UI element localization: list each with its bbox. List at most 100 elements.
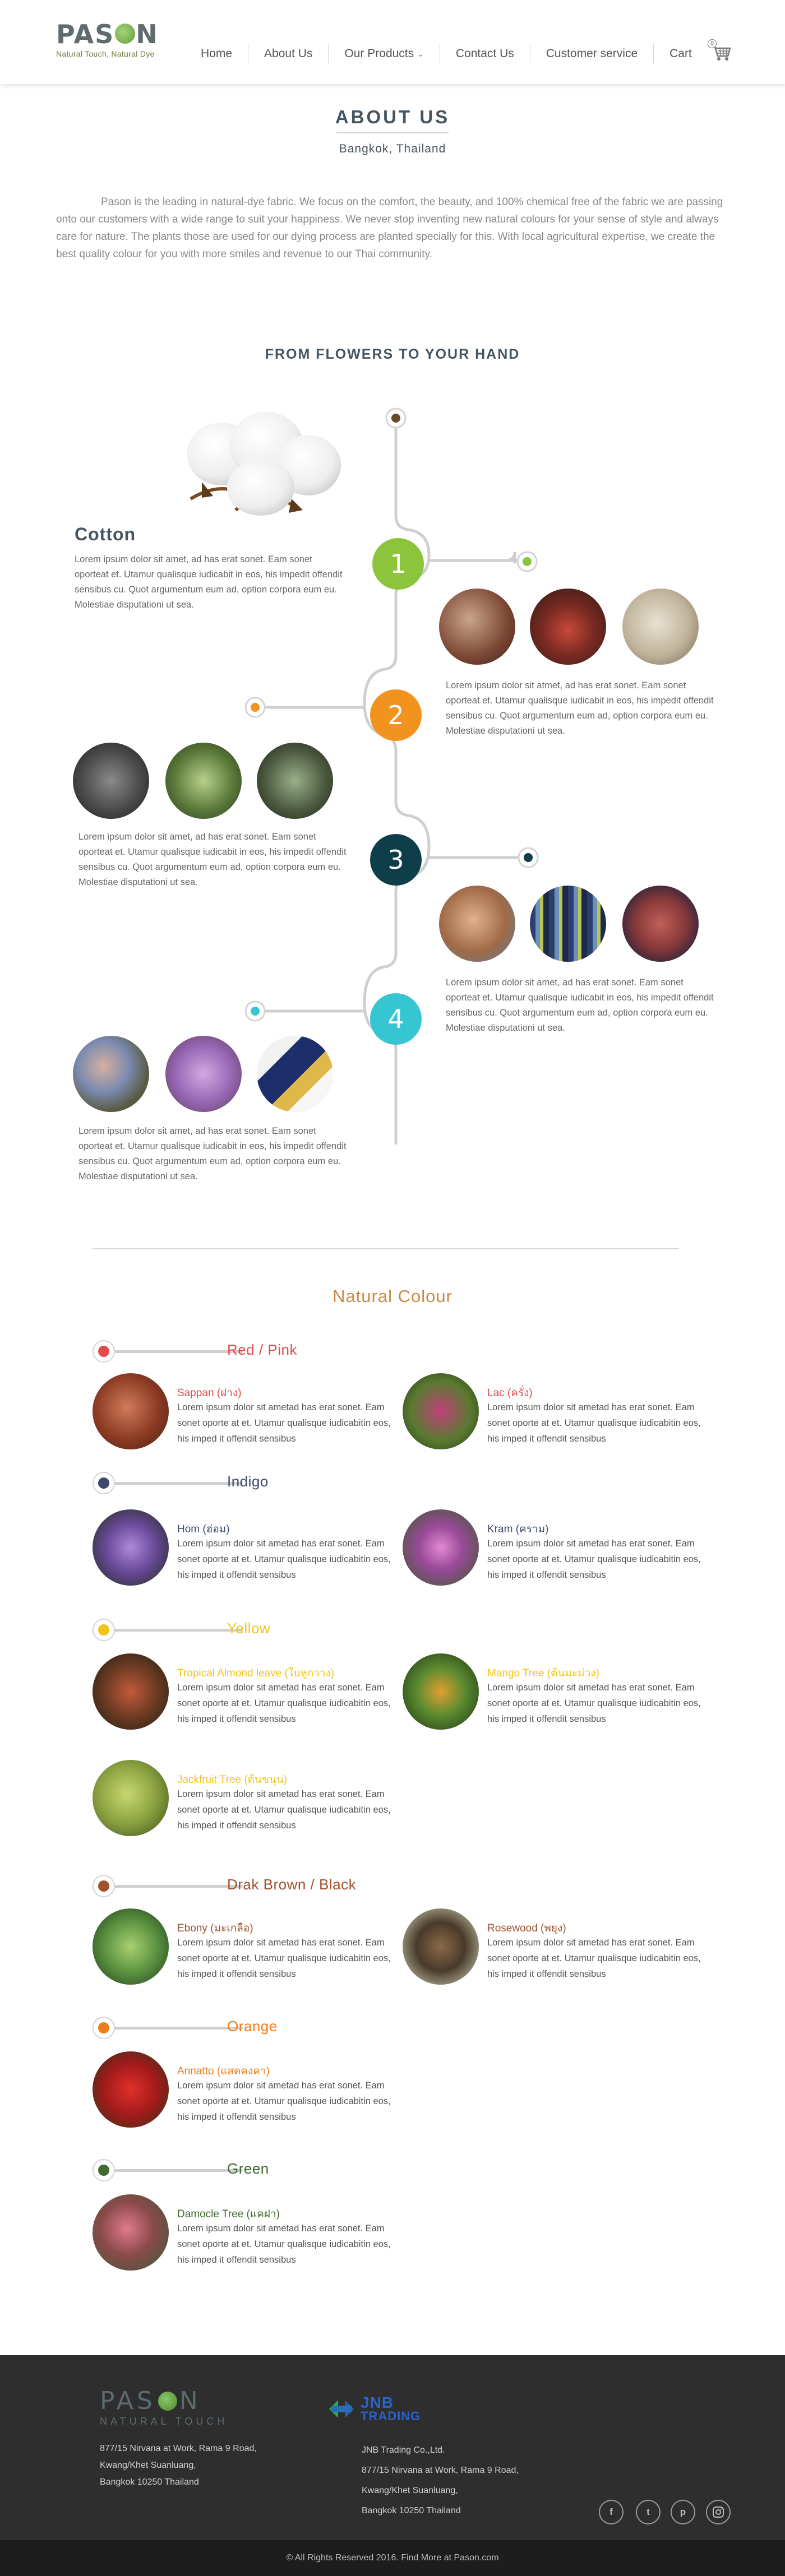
pinterest-icon[interactable]: p	[671, 2500, 695, 2524]
step-4-badge: 4	[370, 993, 422, 1045]
plant-kram: Kram (คราม) Lorem ipsum dolor sit ametad…	[403, 1509, 705, 1588]
plant-mango-tree: Mango Tree (ต้นมะม่วง) Lorem ipsum dolor…	[403, 1653, 705, 1732]
rosewood-photo	[403, 1908, 479, 1985]
plant-description: Lorem ipsum dolor sit ametad has erat so…	[487, 1402, 701, 1444]
pason-logo[interactable]: PAS N Natural Touch, Natural Dye	[56, 21, 168, 66]
jnb-wordmark: JNB TRADING	[361, 2394, 421, 2423]
damocle-photo	[93, 2194, 169, 2271]
footer-company-info: JNB Trading Co.,Ltd. 877/15 Nirvana at W…	[362, 2440, 519, 2521]
plant-damocle-tree: Damocle Tree (แคฝา) Lorem ipsum dolor si…	[93, 2194, 395, 2273]
lac-photo	[403, 1373, 479, 1449]
leaf-globe-icon	[158, 2392, 177, 2411]
plant-name: Annatto (แสดคงคา)	[177, 2065, 270, 2077]
weaving-photo	[530, 589, 606, 665]
site-header: PAS N Natural Touch, Natural Dye Home Abo…	[0, 0, 785, 84]
jnb-trading-logo[interactable]: JNB TRADING	[327, 2392, 421, 2426]
plant-lac: Lac (ครั่ง) Lorem ipsum dolor sit ametad…	[403, 1373, 705, 1452]
red-dot-icon	[93, 1340, 115, 1363]
dye-pot-photo	[73, 743, 149, 819]
category-line	[114, 1629, 243, 1632]
section-divider	[93, 1248, 679, 1249]
plant-description: Lorem ipsum dolor sit ametad has erat so…	[177, 1683, 391, 1724]
nav-cart[interactable]: Cart	[669, 47, 692, 60]
address-line: Bangkok 10250 Thailand	[100, 2477, 199, 2487]
about-title: ABOUT US	[335, 106, 450, 127]
facebook-icon[interactable]: f	[599, 2500, 624, 2524]
plant-description: Lorem ipsum dolor sit ametad has erat so…	[487, 1539, 701, 1580]
plant-name: Ebony (มะเกลือ)	[177, 1922, 253, 1934]
nav-our-products[interactable]: Our Products ⌄	[329, 44, 440, 63]
category-line	[114, 1482, 243, 1485]
step-3-description: Lorem ipsum dolor sit amet, ad has erat …	[78, 832, 347, 887]
process-title: FROM FLOWERS TO YOUR HAND	[265, 346, 520, 362]
green-dot-icon	[93, 2159, 115, 2181]
step-4-description: Lorem ipsum dolor sit amet, ad has erat …	[446, 977, 714, 1033]
about-paragraph: Pason is the leading in natural-dye fabr…	[56, 196, 723, 260]
title-underline	[336, 132, 449, 133]
jnb-mark-icon	[329, 2400, 354, 2418]
plant-description: Lorem ipsum dolor sit ametad has erat so…	[177, 1938, 391, 1979]
cotton-flower-image	[187, 412, 341, 516]
instagram-icon[interactable]	[706, 2500, 731, 2524]
nav-about-us[interactable]: About Us	[248, 44, 329, 63]
process-timeline	[244, 407, 539, 1145]
mango-photo	[403, 1653, 479, 1730]
natural-colour-title: Natural Colour	[333, 1286, 452, 1306]
final-description: Lorem ipsum dolor sit amet, ad has erat …	[78, 1126, 347, 1182]
plant-description: Lorem ipsum dolor sit ametad has erat so…	[177, 2223, 391, 2265]
leaf-globe-icon	[115, 24, 136, 44]
folded-fabric-photo	[257, 1036, 333, 1112]
plant-name: Kram (คราม)	[487, 1523, 549, 1535]
category-label: Drak Brown / Black	[227, 1876, 357, 1893]
spinning-photo	[439, 589, 515, 665]
about-subtitle: Bangkok, Thailand	[339, 142, 446, 155]
indigo-dot-icon	[93, 1472, 115, 1494]
category-line	[114, 1885, 243, 1888]
category-label: Red / Pink	[227, 1341, 297, 1358]
yellow-dot-icon	[93, 1619, 115, 1641]
cotton-title: Cotton	[75, 524, 136, 544]
category-label: Indigo	[227, 1473, 269, 1490]
ebony-photo	[93, 1908, 169, 1985]
nav-home[interactable]: Home	[185, 44, 249, 63]
nav-contact-us[interactable]: Contact Us	[440, 44, 530, 63]
plant-tropical-almond: Tropical Almond leave (ใบหูกวาง) Lorem i…	[93, 1653, 395, 1732]
plant-name: Mango Tree (ต้นมะม่วง)	[487, 1667, 599, 1679]
step-2-description: Lorem ipsum dolor sit atmet, ad has erat…	[446, 680, 714, 736]
company-name: JNB Trading Co.,Ltd.	[362, 2445, 445, 2455]
plant-name: Jackfruit Tree (ต้นขนุน)	[177, 1774, 288, 1786]
orange-dot-icon	[93, 2017, 115, 2039]
copyright-bar: © All Rights Reserved 2016. Find More at…	[0, 2540, 785, 2576]
footer-pason-logo[interactable]: PAS N NATURAL TOUCH	[100, 2389, 228, 2427]
plant-jackfruit-tree: Jackfruit Tree (ต้นขนุน) Lorem ipsum dol…	[93, 1760, 395, 1838]
nav-customer-service[interactable]: Customer service	[530, 44, 654, 63]
purple-fabric-photo	[165, 1036, 242, 1112]
fabric-rolls-photo	[73, 1036, 149, 1112]
hand-dyeing-photo	[439, 886, 515, 962]
category-label: Green	[227, 2160, 269, 2177]
timeline-nodes	[244, 407, 539, 1022]
plant-name: Lac (ครั่ง)	[487, 1387, 533, 1399]
company-address-line: Kwang/Khet Suanluang,	[362, 2486, 458, 2495]
cotton-description: Lorem ipsum dolor sit amet, ad has erat …	[75, 554, 343, 610]
plant-name: Rosewood (พยุง)	[487, 1922, 566, 1934]
category-label: Orange	[227, 2018, 278, 2035]
plant-sappan: Sappan (ฝาง) Lorem ipsum dolor sit ameta…	[93, 1373, 395, 1452]
logo-tagline: Natural Touch, Natural Dye	[56, 49, 155, 58]
logo-wordmark: PAS N	[56, 19, 159, 49]
plant-description: Lorem ipsum dolor sit ametad has erat so…	[177, 2081, 391, 2122]
cart-count-badge: 0	[708, 39, 717, 48]
chevron-down-icon: ⌄	[417, 49, 424, 58]
twitter-icon[interactable]: t	[636, 2500, 661, 2524]
hom-photo	[93, 1509, 169, 1586]
step-1-badge: 1	[372, 538, 424, 590]
dyed-yarn-photo	[530, 886, 606, 962]
plant-rosewood: Rosewood (พยุง) Lorem ipsum dolor sit am…	[403, 1908, 705, 1987]
plant-name: Hom (ฮ่อม)	[177, 1523, 230, 1535]
jackfruit-photo	[93, 1760, 169, 1836]
address-line: Kwang/Khet Suanluang,	[100, 2461, 196, 2470]
plant-ebony: Ebony (มะเกลือ) Lorem ipsum dolor sit am…	[93, 1908, 395, 1987]
plant-annatto: Annatto (แสดคงคา) Lorem ipsum dolor sit …	[93, 2051, 395, 2130]
dye-workshop-photo	[257, 743, 333, 819]
plant-description: Lorem ipsum dolor sit ametad has erat so…	[487, 1683, 701, 1724]
